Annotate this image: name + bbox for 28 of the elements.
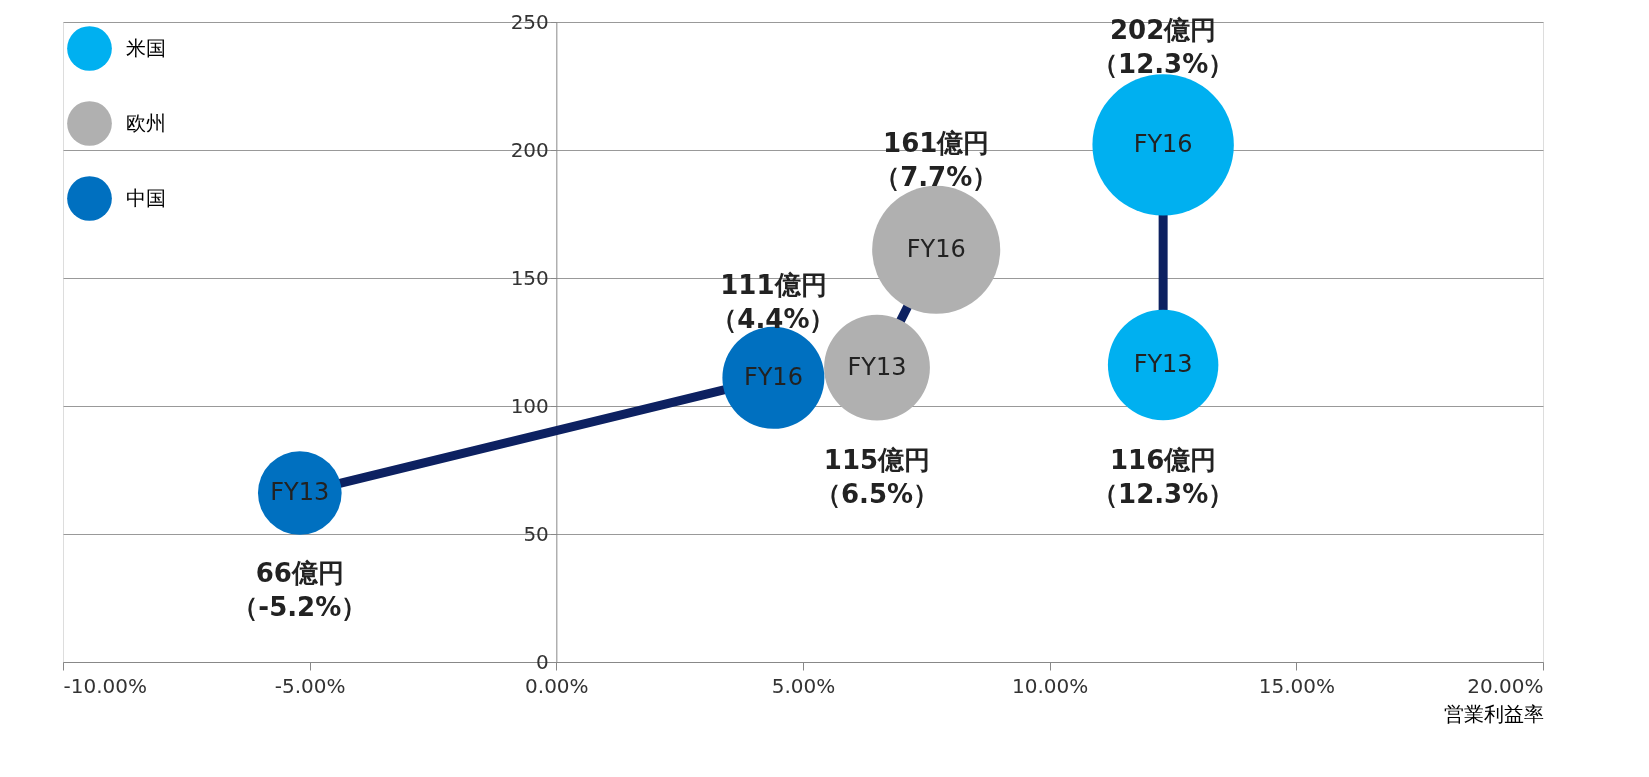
annotation: FY16 xyxy=(906,234,966,263)
annotation: FY16 xyxy=(743,362,803,391)
data-label: 116億円（12.3%） xyxy=(1092,445,1235,510)
y-tick-label: 200 xyxy=(510,137,549,162)
data-label: 202億円（12.3%） xyxy=(1092,15,1235,80)
x-tick-label: 5.00% xyxy=(771,673,836,698)
data-label: 161億円（7.7%） xyxy=(874,127,999,192)
annotation: FY13 xyxy=(847,352,907,381)
x-tick-label: -10.00% xyxy=(63,673,147,698)
y-tick-label: 250 xyxy=(510,9,549,34)
x-tick-label: 0.00% xyxy=(525,673,589,698)
data-label: 111億円（4.4%） xyxy=(711,270,836,335)
annotation: FY13 xyxy=(1133,350,1193,379)
x-axis-title: 営業利益率 xyxy=(1443,701,1544,726)
x-tick-label: 20.00% xyxy=(1467,673,1544,698)
y-tick-label: 150 xyxy=(510,265,549,290)
data-label: 115億円（6.5%） xyxy=(814,445,940,510)
legend-label: 米国 xyxy=(126,35,166,60)
y-tick-label: 100 xyxy=(510,393,549,418)
legend-label: 欧州 xyxy=(126,110,166,135)
legend-label: 中国 xyxy=(126,185,166,210)
x-tick-label: -5.00% xyxy=(274,673,346,698)
x-tick-label: 10.00% xyxy=(1012,673,1089,698)
y-tick-label: 50 xyxy=(523,521,549,546)
data-label: 66億円（-5.2%） xyxy=(232,558,368,623)
x-tick-label: 15.00% xyxy=(1258,673,1335,698)
annotation: FY16 xyxy=(1133,129,1193,158)
annotation: FY13 xyxy=(270,478,330,507)
